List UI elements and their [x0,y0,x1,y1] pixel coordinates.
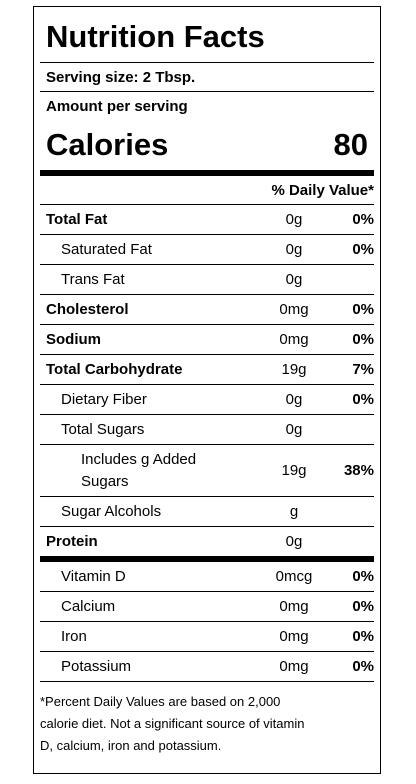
nutrient-row: Total Sugars 0g [40,415,374,445]
nutrient-name: Total Carbohydrate [46,361,183,378]
nutrient-row: Trans Fat 0g [40,265,374,295]
nutrient-name: Potassium [61,658,132,675]
nutrition-label: Nutrition Facts Serving size: 2 Tbsp. Am… [33,6,381,774]
nutrient-amount: 0mg [279,658,309,675]
nutrient-amount: 0mg [279,598,309,615]
nutrient-amount: 0g [285,533,303,550]
nutrient-amount: 19g [281,361,307,378]
nutrient-rows: Total Fat 0g 0% Saturated Fat 0g 0% Trans Fat 0… [40,205,374,682]
nutrient-name: Trans Fat [61,271,125,288]
nutrient-amount: 0g [285,241,303,258]
daily-value: 0% [352,241,374,258]
nutrient-amount: 0mg [279,301,309,318]
daily-value: 7% [352,361,374,378]
nutrient-name: Sugar Alcohols [61,503,162,520]
nutrient-name: Dietary Fiber [61,391,147,408]
serving-size: Serving size: 2 Tbsp. [40,63,374,92]
daily-value-header: % Daily Value* [40,176,374,205]
nutrient-row: Sugar Alcohols g [40,497,374,527]
footnote: *Percent Daily Values are based on 2,000… [40,694,305,753]
nutrient-name: Calcium [61,598,116,615]
daily-value: 0% [352,301,374,318]
calories-label: Calories [46,127,169,162]
nutrient-row: Total Carbohydrate 19g 7% [40,355,374,385]
daily-value: 0% [352,628,374,645]
nutrient-name: Saturated Fat [61,241,152,258]
calories-row: Calories 80 [40,120,374,176]
nutrient-name: Iron [61,628,87,645]
daily-value: 38% [343,462,374,479]
nutrient-row: Potassium 0mg 0% [40,652,374,682]
nutrient-amount: 0g [285,211,303,228]
nutrient-row: Includes g Added Sugars 19g 38% [40,445,374,497]
nutrient-amount: 19g [281,462,307,479]
nutrient-amount: 0mg [279,331,309,348]
amount-per-serving: Amount per serving [46,98,188,115]
nutrient-name: Vitamin D [61,568,126,585]
nutrient-name: Protein [46,533,98,550]
nutrient-row: Calcium 0mg 0% [40,592,374,622]
nutrient-amount: g [289,503,299,520]
daily-value: 0% [352,391,374,408]
daily-value: 0% [352,331,374,348]
nutrient-name: Includes g Added Sugars [81,450,197,490]
daily-value: 0% [352,598,374,615]
nutrient-amount: 0g [285,391,303,408]
nutrient-row: Total Fat 0g 0% [40,205,374,235]
nutrient-row: Iron 0mg 0% [40,622,374,652]
nutrient-row: Dietary Fiber 0g 0% [40,385,374,415]
nutrient-row: Vitamin D 0mcg 0% [40,562,374,592]
daily-value: 0% [352,658,374,675]
nutrient-name: Total Fat [46,211,108,228]
nutrient-amount: 0mg [279,628,309,645]
daily-value: 0% [352,568,374,585]
nutrient-name: Cholesterol [46,301,129,318]
calories-value: 80 [333,127,368,162]
nutrient-name: Total Sugars [61,421,145,438]
nutrient-row: Sodium 0mg 0% [40,325,374,355]
daily-value: 0% [352,211,374,228]
title: Nutrition Facts [40,7,374,63]
nutrient-amount: 0g [285,421,303,438]
nutrient-name: Sodium [46,331,101,348]
nutrient-amount: 0g [285,271,303,288]
nutrient-row: Protein 0g [40,527,374,562]
nutrient-amount: 0mcg [275,568,313,585]
nutrient-row: Cholesterol 0mg 0% [40,295,374,325]
nutrient-row: Saturated Fat 0g 0% [40,235,374,265]
